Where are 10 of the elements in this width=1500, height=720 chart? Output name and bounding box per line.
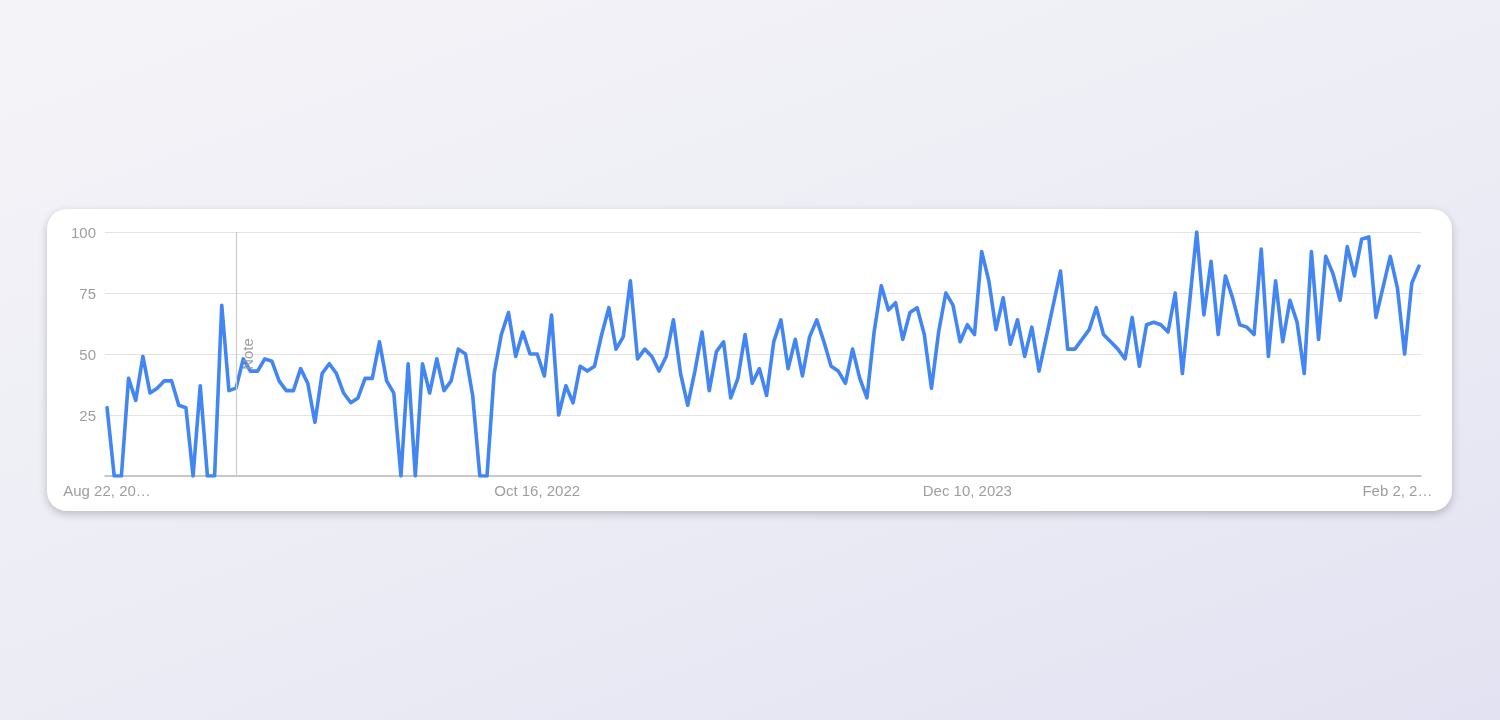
line-series (105, 230, 1421, 478)
y-tick-label: 75 (79, 284, 96, 302)
x-tick-label: Oct 16, 2022 (494, 482, 581, 499)
x-tick-label: Dec 10, 2023 (922, 482, 1012, 499)
y-tick-label: 25 (79, 406, 96, 424)
x-tick-label: Feb 2, 2… (1362, 482, 1433, 499)
ref-line-label: Note (239, 338, 257, 370)
y-tick-label: 50 (79, 345, 96, 363)
y-tick-label: 100 (70, 223, 96, 241)
x-tick-label: Aug 22, 20… (63, 482, 151, 499)
